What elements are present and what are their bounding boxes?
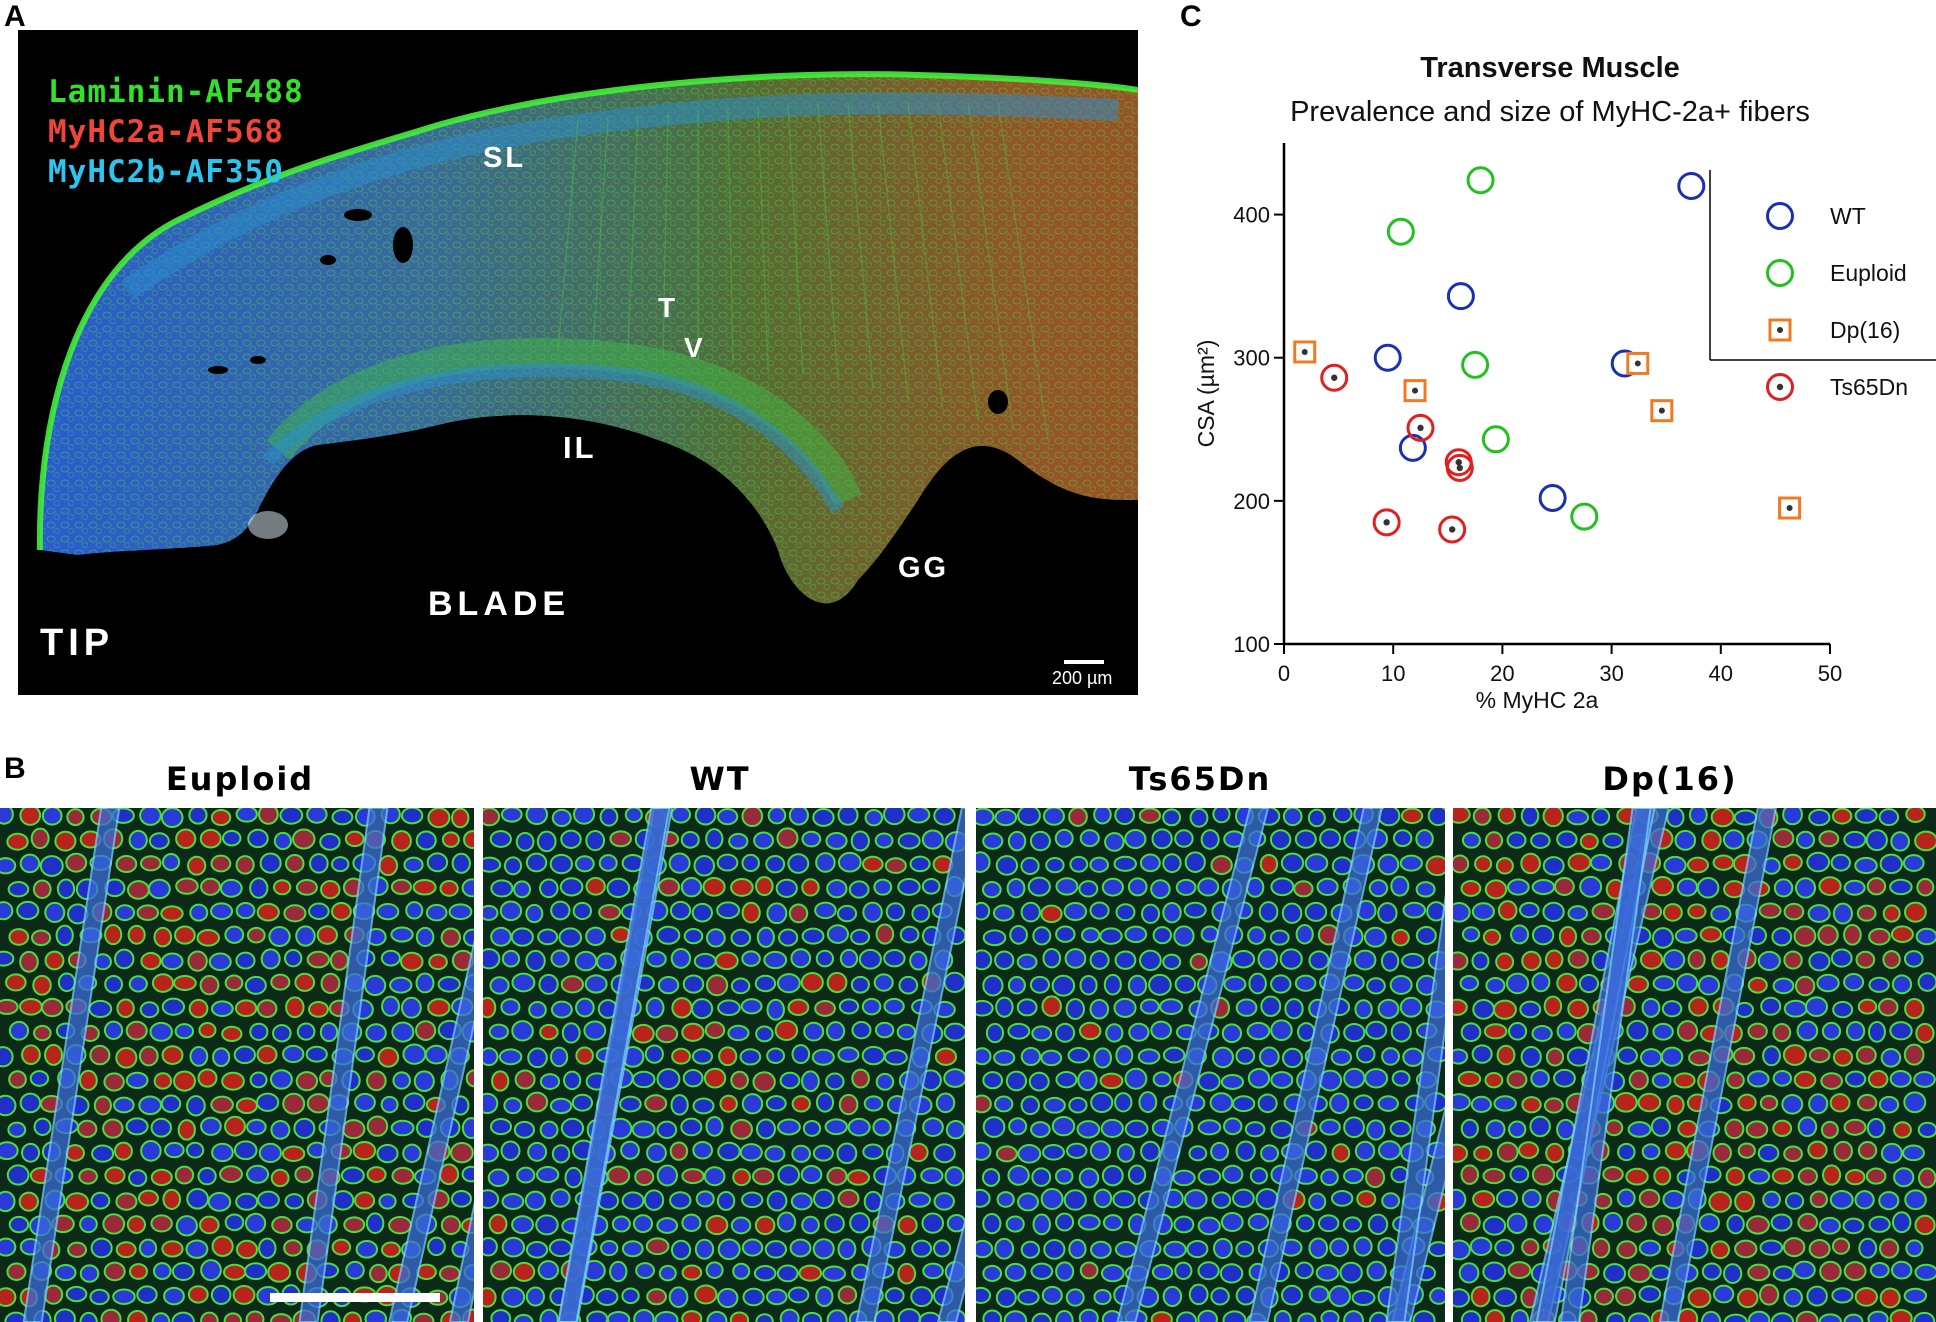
x-axis-label: % MyHC 2a [1476, 687, 1599, 713]
data-point [1677, 171, 1706, 200]
data-point [1538, 483, 1567, 512]
legend-entry-label: Euploid [1830, 260, 1907, 286]
section-title-dp16: Dp(16) [1602, 760, 1738, 798]
series-ts65dn [1320, 363, 1474, 544]
legend: WT Euploid Dp(16) Ts65Dn [1709, 170, 1936, 401]
micrograph-dp16-drawing [1453, 808, 1936, 1322]
chart-subtitle: Prevalence and size of MyHC-2a+ fibers [1290, 96, 1810, 128]
x-tick-label: 50 [1818, 661, 1842, 686]
tongue-tissue-drawing [36, 71, 1138, 604]
stain-legend: Laminin-AF488 MyHC2a-AF568 MyHC2b-AF350 [48, 72, 304, 192]
region-label-v: V [684, 332, 706, 363]
data-point [1438, 515, 1467, 544]
region-label-tip: TIP [40, 622, 115, 664]
panel-letter-a: A [4, 0, 26, 33]
panel-a-scale-bar [1064, 660, 1104, 664]
series-wt [1373, 171, 1706, 512]
data-point [1406, 413, 1435, 442]
chart-title: Transverse Muscle [1420, 52, 1680, 84]
x-tick-label: 30 [1599, 661, 1623, 686]
section-title-ts65dn: Ts65Dn [1128, 760, 1272, 798]
x-tick-label: 10 [1381, 661, 1405, 686]
region-label-sl: SL [483, 142, 527, 174]
section-title-euploid: Euploid [165, 760, 315, 798]
micrograph-ts65dn-drawing [976, 808, 1445, 1322]
stain-myhc2a-label: MyHC2a-AF568 [48, 114, 284, 150]
x-tick-label: 0 [1278, 661, 1290, 686]
data-point [1445, 453, 1474, 482]
panel-letter-c: C [1180, 0, 1202, 33]
legend-entry-label: WT [1830, 203, 1866, 229]
series-dp16 [1293, 340, 1802, 520]
data-point [1481, 425, 1510, 454]
stain-laminin-label: Laminin-AF488 [48, 74, 304, 110]
legend-marker [1766, 373, 1794, 401]
data-point [1403, 379, 1427, 403]
panel-b-scale-bar [270, 1293, 440, 1302]
section-title-wt: WT [689, 760, 751, 798]
data-point [1570, 502, 1599, 531]
region-label-blade: BLADE [428, 585, 571, 623]
data-point [1398, 433, 1427, 462]
data-point [1466, 166, 1495, 195]
scatter-chart: 0 10 20 30 40 50 100 200 300 400 % MyHC 2a CSA (µm²… [1193, 143, 1936, 713]
legend-entry-label: Ts65Dn [1830, 374, 1908, 400]
micrograph-euploid-drawing [0, 808, 474, 1322]
panel-letter-b: B [4, 752, 26, 785]
region-label-gg: GG [898, 552, 950, 584]
micrograph-wt [483, 808, 965, 1322]
x-tick-label: 20 [1490, 661, 1514, 686]
legend-marker [1766, 259, 1794, 287]
legend-marker [1766, 202, 1794, 230]
data-point [1461, 350, 1490, 379]
data-point [1372, 508, 1401, 537]
x-tick-label: 40 [1709, 661, 1733, 686]
micrograph-euploid [0, 808, 474, 1322]
data-point [1320, 363, 1349, 392]
micrograph-dp16 [1453, 808, 1936, 1322]
y-tick-label: 300 [1233, 346, 1270, 371]
data-point [1626, 351, 1650, 375]
micrograph-ts65dn [976, 808, 1445, 1322]
data-point [1373, 343, 1402, 372]
legend-entry-label: Dp(16) [1830, 317, 1900, 343]
stain-myhc2b-label: MyHC2b-AF350 [48, 154, 284, 190]
region-label-t: T [658, 292, 679, 323]
y-axis-label: CSA (µm²) [1193, 340, 1219, 448]
tongue-section-micrograph: Laminin-AF488 MyHC2a-AF568 MyHC2b-AF350 … [18, 30, 1138, 695]
data-point [1778, 496, 1802, 520]
series-euploid [1386, 166, 1599, 531]
data-point [1650, 399, 1674, 423]
data-point [1446, 282, 1475, 311]
y-tick-label: 100 [1233, 632, 1270, 657]
y-tick-label: 200 [1233, 489, 1270, 514]
data-point [1293, 340, 1317, 364]
y-tick-label: 400 [1233, 203, 1270, 228]
region-label-il: IL [563, 430, 597, 465]
micrograph-wt-drawing [483, 808, 965, 1322]
data-point [1386, 217, 1415, 246]
legend-marker [1768, 318, 1792, 342]
panel-a-scale-label: 200 µm [1052, 668, 1113, 688]
